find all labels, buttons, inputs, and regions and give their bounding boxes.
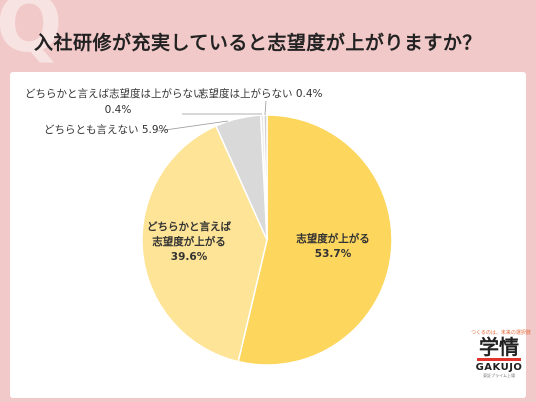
slice-label: 0.4% [105,104,132,116]
slice-label: 志望度が上がる [296,232,370,245]
pie-slice [237,114,393,366]
logo-sub: 東証プライム上場 [483,373,515,378]
slice-label: 53.7% [315,248,352,260]
page-title: 入社研修が充実していると志望度が上がりますか？ [34,32,482,54]
leader-line [157,120,229,132]
slice-label: どちらかと言えば志望度は上がらない [25,87,204,100]
slice-label: 志望度が上がる [152,235,226,248]
gakujo-logo: つくるのは、未来の選択肢 学情 GAKUJO 東証プライム上場 [471,329,531,395]
leader-line [264,100,267,116]
pie-slice [141,124,268,363]
pie-slice [263,114,268,241]
logo-bar [477,358,521,361]
slice-label: どちらとも言えない 5.9% [44,123,169,136]
q-badge: Q [0,0,63,70]
slice-label: どちらかと言えば [147,220,231,233]
slice-label: 志望度は上がらない 0.4% [198,87,323,100]
logo-tagline: つくるのは、未来の選択肢 [471,330,531,336]
slice-label: 39.6% [171,251,208,263]
logo-name-en: GAKUJO [475,362,523,373]
logo-name: 学情 [479,335,519,359]
